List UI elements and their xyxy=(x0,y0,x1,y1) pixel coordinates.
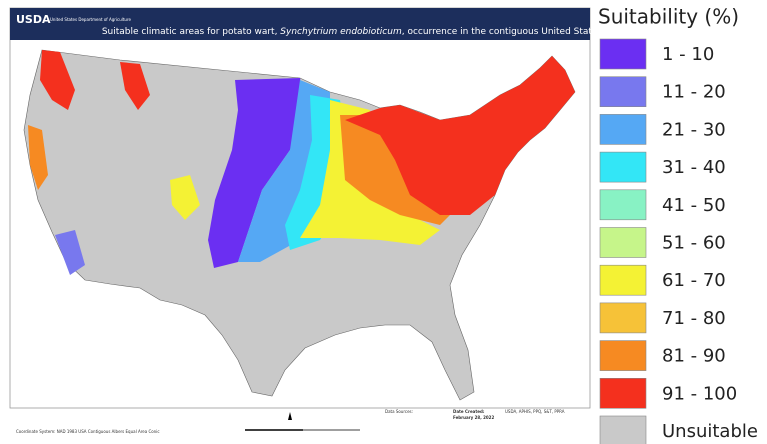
legend-label: 61 - 70 xyxy=(662,270,726,291)
legend-swatch xyxy=(599,264,647,296)
scale-bar xyxy=(245,412,360,431)
legend-swatch xyxy=(599,377,647,409)
region-west xyxy=(170,175,200,220)
map-title: Suitable climatic areas for potato wart,… xyxy=(102,27,603,37)
legend-swatch xyxy=(599,340,647,371)
region-west xyxy=(55,230,85,275)
title-part: Suitable climatic areas for potato wart, xyxy=(102,27,280,37)
legend-swatch xyxy=(599,189,647,221)
title-part: Synchytrium endobioticum xyxy=(280,27,402,37)
agency-name: United States Department of Agriculture xyxy=(50,17,131,22)
region-west xyxy=(40,50,75,110)
legend-swatch xyxy=(599,227,647,258)
date-created: February 28, 2022 xyxy=(453,415,494,420)
legend: 1 - 10 11 - 20 21 - 30 31 - 40 41 - 50 51 - 6… xyxy=(599,38,758,444)
legend-label: 51 - 60 xyxy=(662,233,726,254)
agency-logo: USDA xyxy=(16,13,51,26)
north-arrow xyxy=(288,412,292,420)
legend-swatch xyxy=(599,415,647,444)
producer: USDA, APHIS, PPQ, S&T, PPRA xyxy=(505,409,565,414)
legend-label: 31 - 40 xyxy=(662,157,726,178)
legend-label: 11 - 20 xyxy=(662,82,726,103)
data-sources: Data Sources: xyxy=(385,409,413,414)
legend-swatch xyxy=(599,151,647,183)
legend-swatch xyxy=(599,302,647,334)
us-map xyxy=(23,49,576,401)
legend-label: Unsuitable xyxy=(662,421,758,442)
legend-swatch xyxy=(599,76,647,107)
legend-label: 1 - 10 xyxy=(662,44,714,65)
coordinate-system: Coordinate System: NAD 1983 USA Contiguo… xyxy=(16,429,160,434)
legend-title: Suitability (%) xyxy=(598,5,739,29)
legend-label: 81 - 90 xyxy=(662,346,726,367)
legend-swatch xyxy=(599,114,647,145)
legend-label: 21 - 30 xyxy=(662,119,726,140)
region-high xyxy=(345,56,575,215)
legend-swatch xyxy=(599,38,647,70)
region-west xyxy=(120,62,150,110)
legend-label: 41 - 50 xyxy=(662,195,726,216)
legend-label: 91 - 100 xyxy=(662,383,737,404)
region-low xyxy=(208,78,305,268)
region-west xyxy=(28,125,48,190)
title-part: , occurrence in the contiguous United St… xyxy=(402,27,603,37)
legend-label: 71 - 80 xyxy=(662,308,726,329)
date-created-label: Date Created: xyxy=(453,409,485,414)
header-bar xyxy=(10,8,590,40)
